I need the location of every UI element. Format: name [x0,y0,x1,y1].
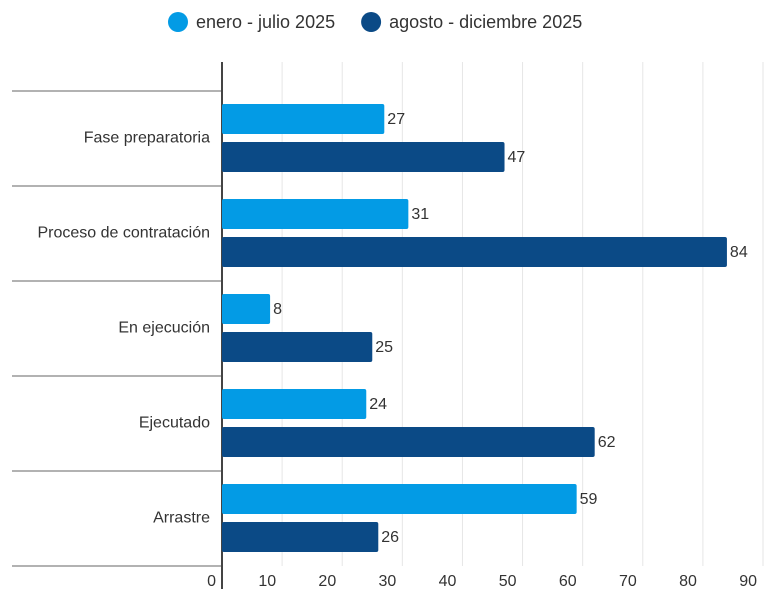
bar [222,332,373,362]
x-tick-label: 40 [439,573,457,589]
bar [222,522,379,552]
bar [222,484,577,514]
x-tick-label: 80 [679,573,697,589]
legend-label: enero - julio 2025 [196,12,335,32]
category-label: Arrastre [153,510,210,527]
bar [222,427,595,457]
data-label: 8 [273,301,282,318]
data-label: 24 [369,396,387,413]
x-tick-label: 30 [379,573,397,589]
bar [222,104,385,134]
x-tick-label: 10 [258,573,276,589]
data-label: 26 [381,529,399,546]
data-label: 31 [411,206,429,223]
data-label: 25 [375,339,393,356]
category-label: Ejecutado [139,415,210,432]
x-tick-label: 50 [499,573,517,589]
legend-label: agosto - diciembre 2025 [389,12,582,32]
category-label: Fase preparatoria [84,130,210,147]
bar [222,294,271,324]
bar [222,199,409,229]
category-label: Proceso de contratación [37,225,210,242]
x-tick-label: 0 [207,573,216,589]
x-tick-label: 60 [559,573,577,589]
x-tick-label: 70 [619,573,637,589]
category-label: En ejecución [118,320,210,337]
bar [222,237,727,267]
bar [222,142,505,172]
legend-swatch [168,12,188,32]
legend-swatch [361,12,382,32]
data-label: 59 [580,491,598,508]
data-label: 62 [598,434,616,451]
x-tick-label: 20 [318,573,336,589]
data-label: 84 [730,244,748,261]
bar [222,389,367,419]
x-tick-label: 90 [739,573,757,589]
data-label: 47 [508,149,526,166]
data-label: 27 [387,111,405,128]
